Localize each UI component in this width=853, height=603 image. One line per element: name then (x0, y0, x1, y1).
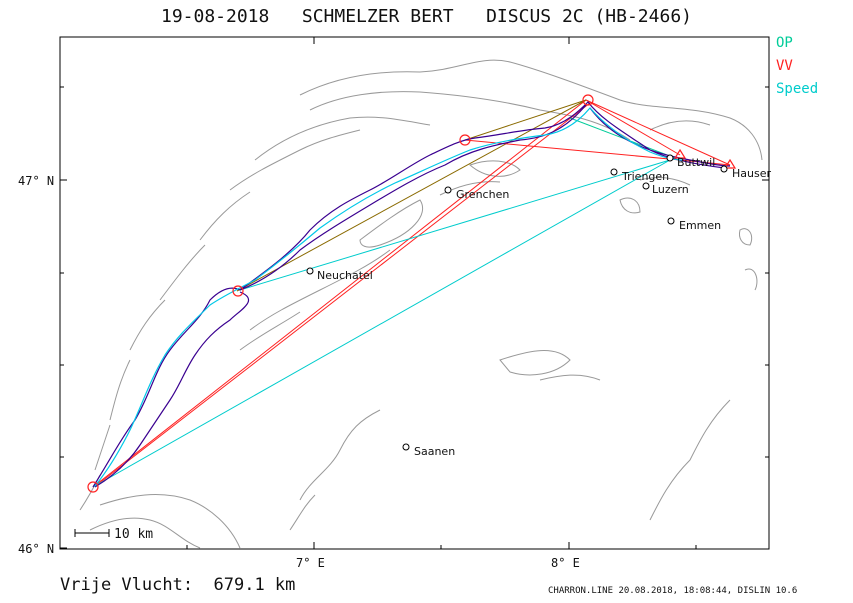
flight-track (92, 101, 731, 488)
legend-speed: Speed (776, 81, 819, 97)
place-buttwil: Buttwil (677, 156, 715, 169)
terrain-contours (79, 59, 763, 549)
lon-label-7: 7° E (296, 556, 325, 570)
place-saanen: Saanen (414, 445, 455, 458)
plot-frame (59, 36, 770, 550)
turnpoint-markers (87, 94, 737, 493)
place-markers (306, 154, 728, 451)
credit-line: CHARRON.LINE 20.08.2018, 18:08:44, DISLI… (548, 586, 798, 596)
lat-label-47: 47° N (18, 174, 54, 188)
place-hauser: Hauser (732, 167, 771, 180)
scale-bar (74, 529, 110, 537)
axis-ticks (60, 37, 769, 549)
lat-label-46: 46° N (18, 542, 54, 556)
place-triengen: Triengen (621, 170, 669, 183)
place-luzern: Luzern (652, 183, 689, 196)
lon-label-8: 8° E (551, 556, 580, 570)
legend-op: OP (776, 35, 793, 51)
task-lines (92, 99, 731, 488)
place-emmen: Emmen (679, 219, 721, 232)
distance-readout: Vrije Vlucht: 679.1 km (60, 575, 296, 595)
place-grenchen: Grenchen (456, 188, 509, 201)
place-neuchatel: Neuchatel (317, 269, 373, 282)
map-title: 19-08-2018 SCHMELZER BERT DISCUS 2C (HB-… (160, 6, 692, 27)
legend-vv: VV (776, 58, 793, 74)
scale-label: 10 km (114, 527, 153, 542)
